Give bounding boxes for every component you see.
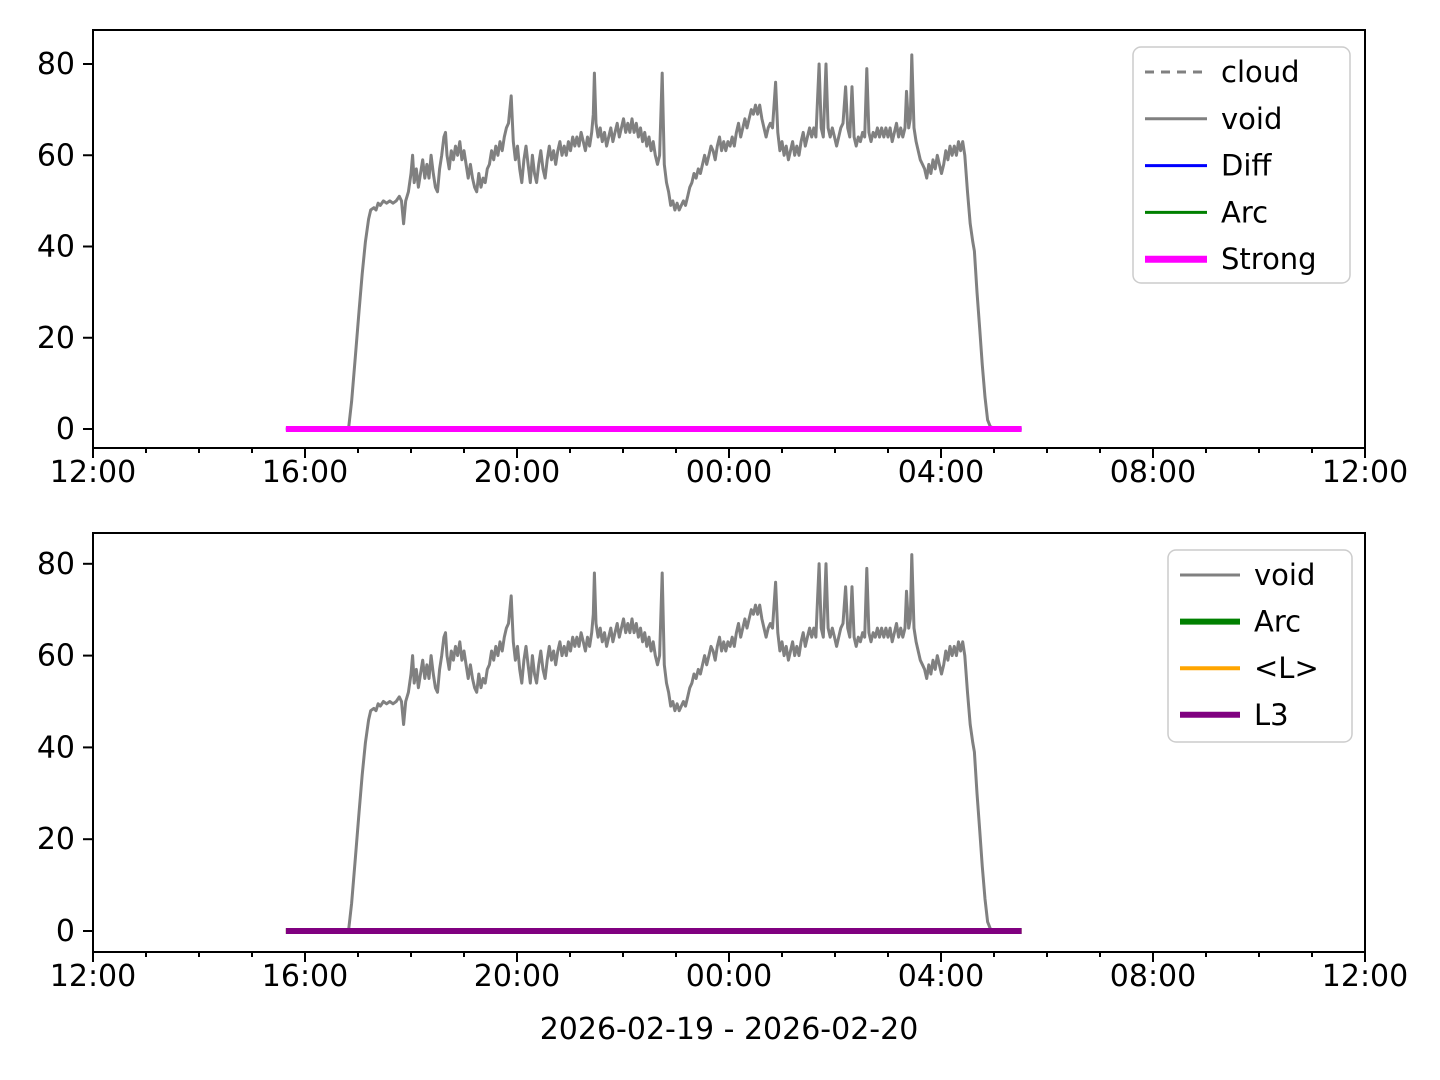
x-tick-label: 12:00 xyxy=(50,959,136,994)
legend-label: Strong xyxy=(1221,242,1317,276)
x-tick-label: 16:00 xyxy=(262,959,348,994)
series-void-line xyxy=(342,53,1000,431)
x-tick-label: 00:00 xyxy=(686,959,772,994)
y-tick-label: 80 xyxy=(37,547,75,582)
legend-box xyxy=(1132,46,1351,284)
x-tick-label: 20:00 xyxy=(474,455,560,490)
legend-label: cloud xyxy=(1221,55,1300,89)
top-plot: 12:00 16:00 20:00 00:00 04:00 08:00 12:00 0 20 40… xyxy=(37,29,1408,490)
x-tick-label: 08:00 xyxy=(1110,455,1196,490)
y-tick-label: 80 xyxy=(37,47,75,82)
x-tick-label: 00:00 xyxy=(686,455,772,490)
x-tick-label: 04:00 xyxy=(898,455,984,490)
x-tick-label: 12:00 xyxy=(1322,959,1408,994)
plot-frame xyxy=(92,29,1366,449)
legend-label: Arc xyxy=(1254,605,1301,639)
plot-frame xyxy=(92,532,1366,953)
legend-label: Arc xyxy=(1221,195,1268,229)
legend: cloud void Diff Arc Strong xyxy=(1132,46,1351,284)
y-tick-label: 20 xyxy=(37,321,75,356)
legend: void Arc <L> L3 xyxy=(1167,549,1353,743)
legend-label: L3 xyxy=(1254,698,1289,732)
y-tick-label: 0 xyxy=(56,412,75,447)
x-tick-label: 08:00 xyxy=(1110,959,1196,994)
x-axis-label: 2026-02-19 - 2026-02-20 xyxy=(539,1012,919,1047)
bottom-plot: 12:00 16:00 20:00 00:00 04:00 08:00 12:00 0 20 40… xyxy=(37,532,1408,994)
series-void-line xyxy=(342,553,1000,933)
x-tick-label: 04:00 xyxy=(898,959,984,994)
x-tick-label: 20:00 xyxy=(474,959,560,994)
x-tick-label: 12:00 xyxy=(1322,455,1408,490)
y-tick-label: 40 xyxy=(37,730,75,765)
legend-label: void xyxy=(1221,102,1282,136)
x-tick-label: 12:00 xyxy=(50,455,136,490)
y-tick-label: 60 xyxy=(37,138,75,173)
y-tick-label: 20 xyxy=(37,822,75,857)
legend-label: Diff xyxy=(1221,149,1272,183)
legend-label: <L> xyxy=(1254,651,1319,685)
y-tick-label: 40 xyxy=(37,230,75,265)
legend-box xyxy=(1167,549,1353,743)
y-tick-label: 60 xyxy=(37,639,75,674)
x-tick-label: 16:00 xyxy=(262,455,348,490)
legend-label: void xyxy=(1254,558,1315,592)
y-tick-label: 0 xyxy=(56,914,75,949)
